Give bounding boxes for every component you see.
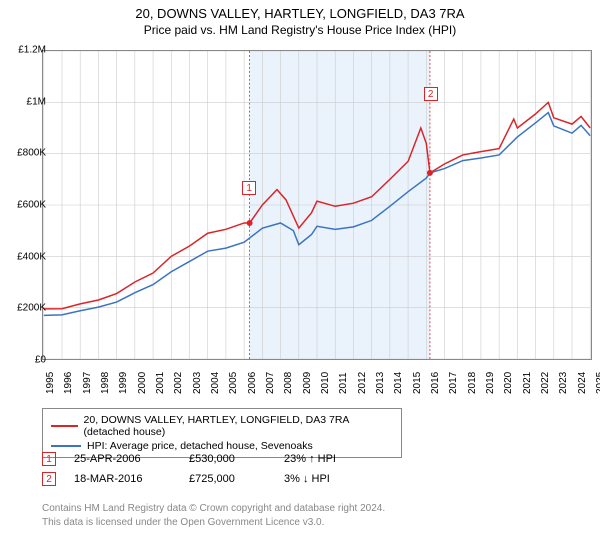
x-tick-label: 2007 xyxy=(265,372,276,394)
x-tick-label: 2000 xyxy=(137,372,148,394)
y-tick-label: £200K xyxy=(11,303,46,314)
x-tick-label: 2008 xyxy=(283,372,294,394)
event-num-box: 1 xyxy=(42,452,56,466)
y-tick-label: £1.2M xyxy=(11,45,46,56)
x-tick-label: 2024 xyxy=(577,372,588,394)
legend-label: 20, DOWNS VALLEY, HARTLEY, LONGFIELD, DA… xyxy=(84,414,393,438)
event-diff: 3% ↓ HPI xyxy=(284,473,374,485)
page-subtitle: Price paid vs. HM Land Registry's House … xyxy=(0,23,600,37)
legend-item: HPI: Average price, detached house, Seve… xyxy=(51,439,393,453)
x-tick-label: 2002 xyxy=(173,372,184,394)
x-tick-label: 2023 xyxy=(558,372,569,394)
event-price: £530,000 xyxy=(189,453,284,465)
x-tick-label: 2005 xyxy=(228,372,239,394)
footer-line1: Contains HM Land Registry data © Crown c… xyxy=(42,502,385,516)
event-num-box: 2 xyxy=(42,472,56,486)
x-tick-label: 1998 xyxy=(100,372,111,394)
x-tick-label: 2022 xyxy=(540,372,551,394)
x-tick-label: 2015 xyxy=(412,372,423,394)
y-tick-label: £0 xyxy=(11,355,46,366)
y-tick-label: £800K xyxy=(11,148,46,159)
event-date: 25-APR-2006 xyxy=(74,453,189,465)
x-tick-label: 1997 xyxy=(82,372,93,394)
x-tick-label: 2011 xyxy=(338,372,349,394)
legend-label: HPI: Average price, detached house, Seve… xyxy=(87,440,313,452)
x-tick-label: 2013 xyxy=(375,372,386,394)
x-tick-label: 2018 xyxy=(467,372,478,394)
event-diff: 23% ↑ HPI xyxy=(284,453,374,465)
events-table: 1 25-APR-2006£530,00023% ↑ HPI 2 18-MAR-201… xyxy=(42,452,374,492)
x-tick-label: 2009 xyxy=(302,372,313,394)
legend-swatch xyxy=(51,425,78,427)
legend: 20, DOWNS VALLEY, HARTLEY, LONGFIELD, DA… xyxy=(42,408,402,458)
event-date: 18-MAR-2016 xyxy=(74,473,189,485)
x-tick-label: 2017 xyxy=(448,372,459,394)
chart-svg xyxy=(43,51,591,359)
x-tick-label: 2021 xyxy=(522,372,533,394)
title-block: 20, DOWNS VALLEY, HARTLEY, LONGFIELD, DA… xyxy=(0,0,600,41)
x-tick-label: 1999 xyxy=(118,372,129,394)
x-tick-label: 2016 xyxy=(430,372,441,394)
x-tick-label: 2001 xyxy=(155,372,166,394)
x-tick-label: 2020 xyxy=(503,372,514,394)
chart-container: 20, DOWNS VALLEY, HARTLEY, LONGFIELD, DA… xyxy=(0,0,600,560)
legend-item: 20, DOWNS VALLEY, HARTLEY, LONGFIELD, DA… xyxy=(51,413,393,439)
x-tick-label: 2010 xyxy=(320,372,331,394)
x-tick-label: 2003 xyxy=(192,372,203,394)
page-title: 20, DOWNS VALLEY, HARTLEY, LONGFIELD, DA… xyxy=(0,6,600,21)
event-row: 2 18-MAR-2016£725,0003% ↓ HPI xyxy=(42,472,374,486)
y-tick-label: £400K xyxy=(11,251,46,262)
footer-line2: This data is licensed under the Open Gov… xyxy=(42,516,385,530)
y-tick-label: £1M xyxy=(11,96,46,107)
x-tick-label: 1995 xyxy=(45,372,56,394)
attribution-footer: Contains HM Land Registry data © Crown c… xyxy=(42,502,385,529)
event-row: 1 25-APR-2006£530,00023% ↑ HPI xyxy=(42,452,374,466)
x-tick-label: 2006 xyxy=(247,372,258,394)
legend-swatch xyxy=(51,445,81,447)
x-tick-label: 2019 xyxy=(485,372,496,394)
event-price: £725,000 xyxy=(189,473,284,485)
x-tick-label: 1996 xyxy=(63,372,74,394)
y-tick-label: £600K xyxy=(11,200,46,211)
event-marker-1: 1 xyxy=(242,181,256,195)
x-tick-label: 2004 xyxy=(210,372,221,394)
event-marker-2: 2 xyxy=(424,87,438,101)
x-tick-label: 2014 xyxy=(393,372,404,394)
x-tick-label: 2025 xyxy=(595,372,600,394)
x-tick-label: 2012 xyxy=(357,372,368,394)
chart-plot-area xyxy=(42,50,592,360)
